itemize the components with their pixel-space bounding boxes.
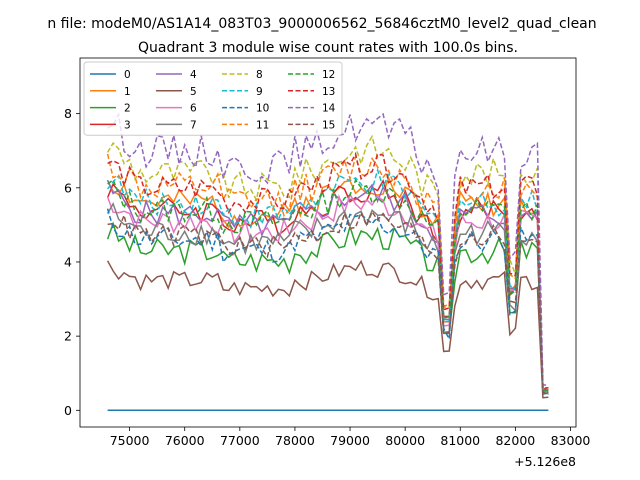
legend-label: 7: [190, 119, 197, 131]
series-line-10: [106, 208, 549, 396]
legend-box: [83, 61, 343, 136]
legend-label: 9: [256, 86, 263, 98]
series-line-13: [107, 151, 549, 390]
legend-label: 0: [124, 69, 131, 81]
x-tick-label: 76000: [165, 433, 205, 448]
legend-label: 14: [322, 103, 336, 115]
series-line-12: [107, 178, 549, 392]
x-offset-label: +5.126e8: [514, 454, 576, 469]
legend-label: 8: [256, 69, 263, 81]
axes-layer: 75000 76000 77000 78000 79000 80000 81000 82000…: [64, 106, 590, 448]
y-tick-label: 6: [64, 180, 72, 195]
series-line-6: [106, 192, 549, 394]
series-layer: [106, 112, 549, 412]
chart-title: Quadrant 3 module wise count rates with …: [138, 40, 518, 56]
x-tick-label: 80000: [385, 433, 425, 448]
legend-label: 2: [124, 103, 131, 115]
y-tick-label: 2: [64, 329, 72, 344]
legend-label: 15: [322, 119, 335, 131]
legend-label: 6: [190, 103, 197, 115]
series-line-4: [106, 179, 549, 393]
legend-label: 5: [190, 86, 197, 98]
series-line-15: [107, 210, 549, 394]
x-tick-label: 78000: [275, 433, 315, 448]
legend-label: 1: [124, 86, 131, 98]
x-tick-label: 82000: [495, 433, 535, 448]
series-line-5: [106, 259, 549, 399]
x-tick-label: 77000: [220, 433, 260, 448]
y-tick-label: 8: [64, 106, 72, 121]
x-tick-label: 81000: [440, 433, 480, 448]
series-line-8: [106, 134, 549, 389]
x-tick-label: 79000: [330, 433, 370, 448]
legend-label: 4: [190, 69, 197, 81]
legend-label: 11: [256, 119, 269, 131]
series-line-14: [107, 112, 549, 387]
chart-suptitle: n file: modeM0/AS1A14_083T03_9000006562_…: [47, 16, 596, 32]
series-line-9: [107, 167, 549, 392]
plot-frame: [79, 57, 577, 428]
legend-label: 10: [256, 103, 269, 115]
y-tick-label: 0: [64, 403, 72, 418]
legend-label: 13: [322, 86, 335, 98]
legend-label: 12: [322, 69, 335, 81]
legend-label: 3: [124, 119, 131, 131]
x-tick-label: 83000: [551, 433, 591, 448]
series-line-11: [106, 153, 549, 389]
y-tick-label: 4: [64, 254, 72, 269]
x-tick-label: 75000: [110, 433, 150, 448]
series-line-2: [106, 221, 549, 395]
